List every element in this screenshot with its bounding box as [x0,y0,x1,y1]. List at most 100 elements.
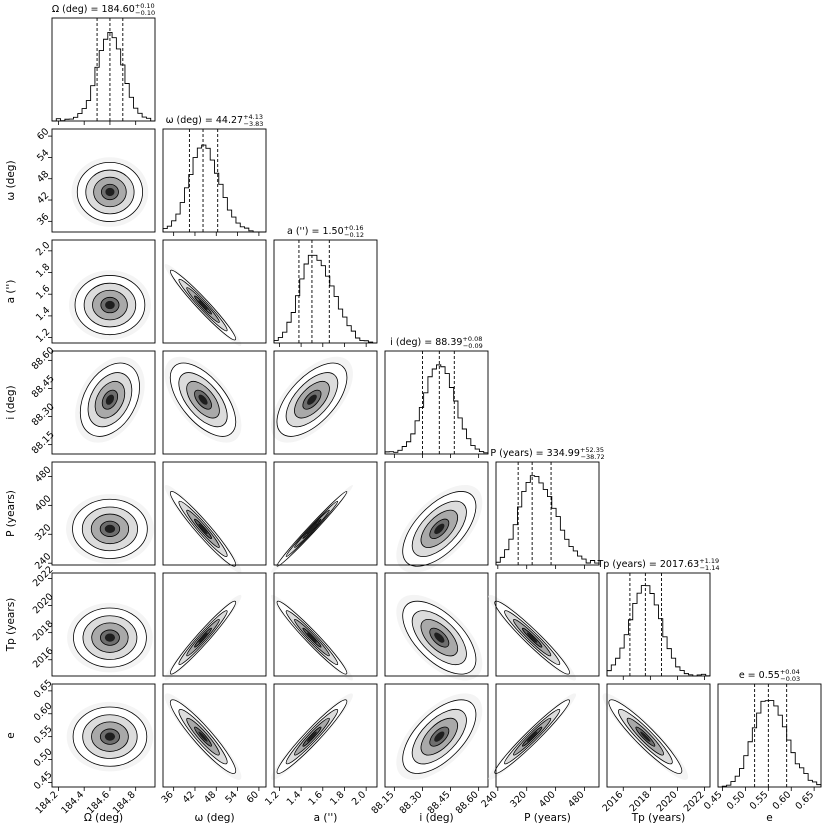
panel-frame [51,683,156,788]
histogram-omega [162,144,266,233]
contour-panel-i-Tp [384,572,489,681]
x-tick-label-a: 1.8 [328,789,346,807]
contour-panel-a-i [270,350,378,455]
x-tick-label-a: 2.0 [350,789,368,807]
contour-core [104,524,116,533]
panel-frame [51,239,156,344]
contour-core [104,732,116,741]
x-tick-label-e: 0.60 [771,789,794,812]
contour-core [198,394,208,405]
y-axis-label-Tp: Tp (years) [5,598,17,653]
panel-frame [51,461,156,566]
x-tick-label-P: 400 [537,789,558,810]
contour-core [198,300,208,310]
title-text-Omega: Ω (deg) = [52,4,102,15]
contour-panel-omega-i [162,350,267,455]
x-tick-label-omega: 42 [181,789,197,805]
x-tick-label-a: 1.4 [285,789,303,807]
contour-core [434,731,445,742]
contour-panel-P-e [488,683,600,791]
panel-frame [162,350,267,455]
title-plus-i: +0.08 [462,335,482,343]
x-tick-label-Tp: 2016 [601,789,626,814]
panel-frame [606,572,711,677]
x-tick-label-e: 0.65 [794,789,817,812]
y-tick-label-omega: 36 [35,211,51,227]
title-plus-a: +0.16 [344,224,364,232]
contour-panel-Omega-P [48,461,156,566]
panel-frame [273,683,378,788]
hist-panel-Omega: Ω (deg) = 184.60+0.10 −0.10 [51,2,156,125]
title-plus-omega: +4.13 [243,113,263,121]
panel-frame [51,128,156,233]
x-tick-label-e: 0.55 [748,789,771,812]
panel-frame [606,683,711,788]
x-tick-label-i: 88.60 [454,789,481,816]
x-axis-label-e: e [766,812,772,824]
panel-frame [273,239,378,344]
hist-panel-P: P (years) = 334.99+52.35 −38.72 [490,446,605,569]
title-Omega: Ω (deg) = 184.60+0.10 −0.10 [52,2,155,17]
x-tick-label-Omega: 184.2 [34,789,61,816]
x-tick-label-i: 88.15 [369,789,396,816]
contour-core [526,731,538,742]
y-tick-label-P: 480 [33,464,54,485]
y-tick-label-a: 2.0 [34,240,52,258]
contour-core [307,731,317,742]
panel-frame [273,572,378,677]
hist-panel-i: i (deg) = 88.39+0.08 −0.09 [384,335,489,458]
y-tick-label-omega: 42 [35,190,51,206]
y-tick-label-P: 400 [33,493,54,514]
contour-panel-i-e [384,683,489,791]
title-minus-omega: −3.83 [244,120,264,128]
contour-core [105,394,115,405]
title-median-P: 334.99 [547,448,580,459]
x-axis-label-Omega: Ω (deg) [84,812,123,824]
histogram-Omega [51,31,155,122]
y-tick-label-a: 1.4 [34,305,52,323]
x-axis-label-P: P (years) [524,812,571,824]
title-minus-a: −0.12 [344,231,364,239]
title-minus-Tp: −1.14 [700,564,720,572]
contour-panel-Omega-Tp [48,572,156,677]
panel-frame [51,17,156,122]
y-tick-label-i: 88.30 [30,401,57,428]
y-tick-label-e: 0.65 [32,678,55,701]
panel-frame [273,461,378,566]
contour-panel-Omega-i [48,350,156,455]
contour-core [434,632,445,643]
contour-panel-Omega-a [48,239,156,344]
histogram-Tp [606,585,711,677]
histogram-i [384,364,489,454]
title-P: P (years) = 334.99+52.35 −38.72 [490,446,604,461]
x-axis-label-omega: ω (deg) [194,812,234,824]
y-axis-label-i: i (deg) [5,385,17,419]
title-median-Tp: 2017.63 [660,559,699,570]
y-axis-label-omega: ω (deg) [5,160,17,200]
x-axis-label-Tp: Tp (years) [631,812,686,824]
contour-panel-i-P [384,461,489,573]
title-text-a: a ('') = [287,226,322,237]
title-minus-i: −0.09 [463,342,483,350]
title-omega: ω (deg) = 44.27+4.13 −3.83 [166,113,264,128]
title-median-Omega: 184.60 [102,4,135,15]
y-tick-label-e: 0.50 [32,746,55,769]
panel-frame [162,572,267,677]
x-tick-label-Tp: 2022 [682,789,707,814]
y-axis-label-P: P (years) [5,490,17,537]
title-a: a ('') = 1.50+0.16 −0.12 [287,224,364,239]
y-axis-label-e: e [5,732,17,738]
hist-panel-Tp: Tp (years) = 2017.63+1.19 −1.14 [596,557,720,680]
contour-panel-a-P [270,461,378,573]
y-tick-label-e: 0.45 [32,769,55,792]
histogram-e [718,700,822,788]
hist-panel-omega: ω (deg) = 44.27+4.13 −3.83 [162,113,267,236]
y-tick-label-a: 1.8 [34,262,52,280]
contour-panel-omega-a [162,239,267,347]
contour-core [640,731,651,742]
panel-frame [384,461,489,566]
x-tick-label-Tp: 2018 [628,789,653,814]
contour-panel-omega-Tp [162,572,267,681]
y-tick-label-omega: 54 [35,147,51,163]
y-tick-label-P: 320 [33,522,54,543]
